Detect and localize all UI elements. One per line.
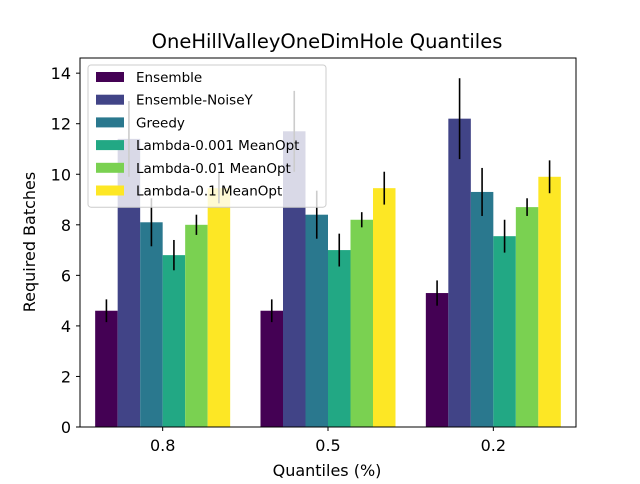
- bar: [162, 255, 186, 427]
- legend: Ensemble Ensemble-NoiseY Greedy Lambda-0.00…: [87, 64, 327, 208]
- legend-swatch: [96, 94, 124, 105]
- x-tick-label: 0.5: [315, 436, 340, 455]
- bar: [260, 310, 283, 427]
- legend-swatch: [96, 140, 124, 151]
- legend-label: Lambda-0.001 MeanOpt: [136, 138, 299, 154]
- plot-frame: [79, 57, 577, 428]
- bar: [515, 207, 539, 427]
- x-tick-label: 0.2: [481, 436, 506, 455]
- y-tick-label: 0: [61, 418, 71, 437]
- legend-label: Lambda-0.1 MeanOpt: [136, 184, 282, 200]
- y-tick-label: 6: [61, 266, 71, 285]
- bar: [350, 219, 373, 427]
- y-tick-label: 10: [51, 165, 71, 184]
- y-tick-label: 14: [51, 64, 71, 83]
- legend-swatch: [96, 117, 124, 128]
- legend-label: Ensemble: [136, 70, 202, 86]
- bar: [448, 118, 471, 427]
- bar: [493, 236, 516, 427]
- bar: [373, 188, 396, 427]
- y-tick-label: 2: [61, 367, 71, 386]
- y-tick-label: 4: [61, 317, 71, 336]
- x-axis-label: Quantiles (%): [273, 461, 382, 480]
- x-tick-label: 0.8: [150, 436, 175, 455]
- y-tick-label: 8: [61, 216, 71, 235]
- legend-swatch: [96, 72, 124, 82]
- legend-label: Ensemble-NoiseY: [136, 93, 254, 109]
- legend-box: [87, 64, 327, 208]
- legend-label: Lambda-0.01 MeanOpt: [136, 161, 291, 177]
- legend-swatch: [96, 162, 124, 173]
- bar: [425, 293, 449, 427]
- axes-layer: 0.8 0.5 0.2 0 2 4 6 8 10 12 14: [51, 57, 577, 455]
- bar: [538, 176, 561, 427]
- bar: [328, 250, 351, 427]
- bar: [470, 191, 494, 427]
- bar: [305, 214, 328, 427]
- legend-label: Greedy: [136, 115, 185, 131]
- chart-title: OneHillValleyOneDimHole Quantiles: [152, 30, 503, 53]
- bar: [185, 224, 208, 427]
- y-axis-label: Required Batches: [20, 172, 39, 312]
- bar: [95, 310, 118, 427]
- bar: [207, 188, 231, 427]
- y-tick-label: 12: [51, 115, 71, 134]
- legend-swatch: [96, 185, 124, 196]
- bar: [117, 138, 141, 427]
- bar: [140, 222, 163, 427]
